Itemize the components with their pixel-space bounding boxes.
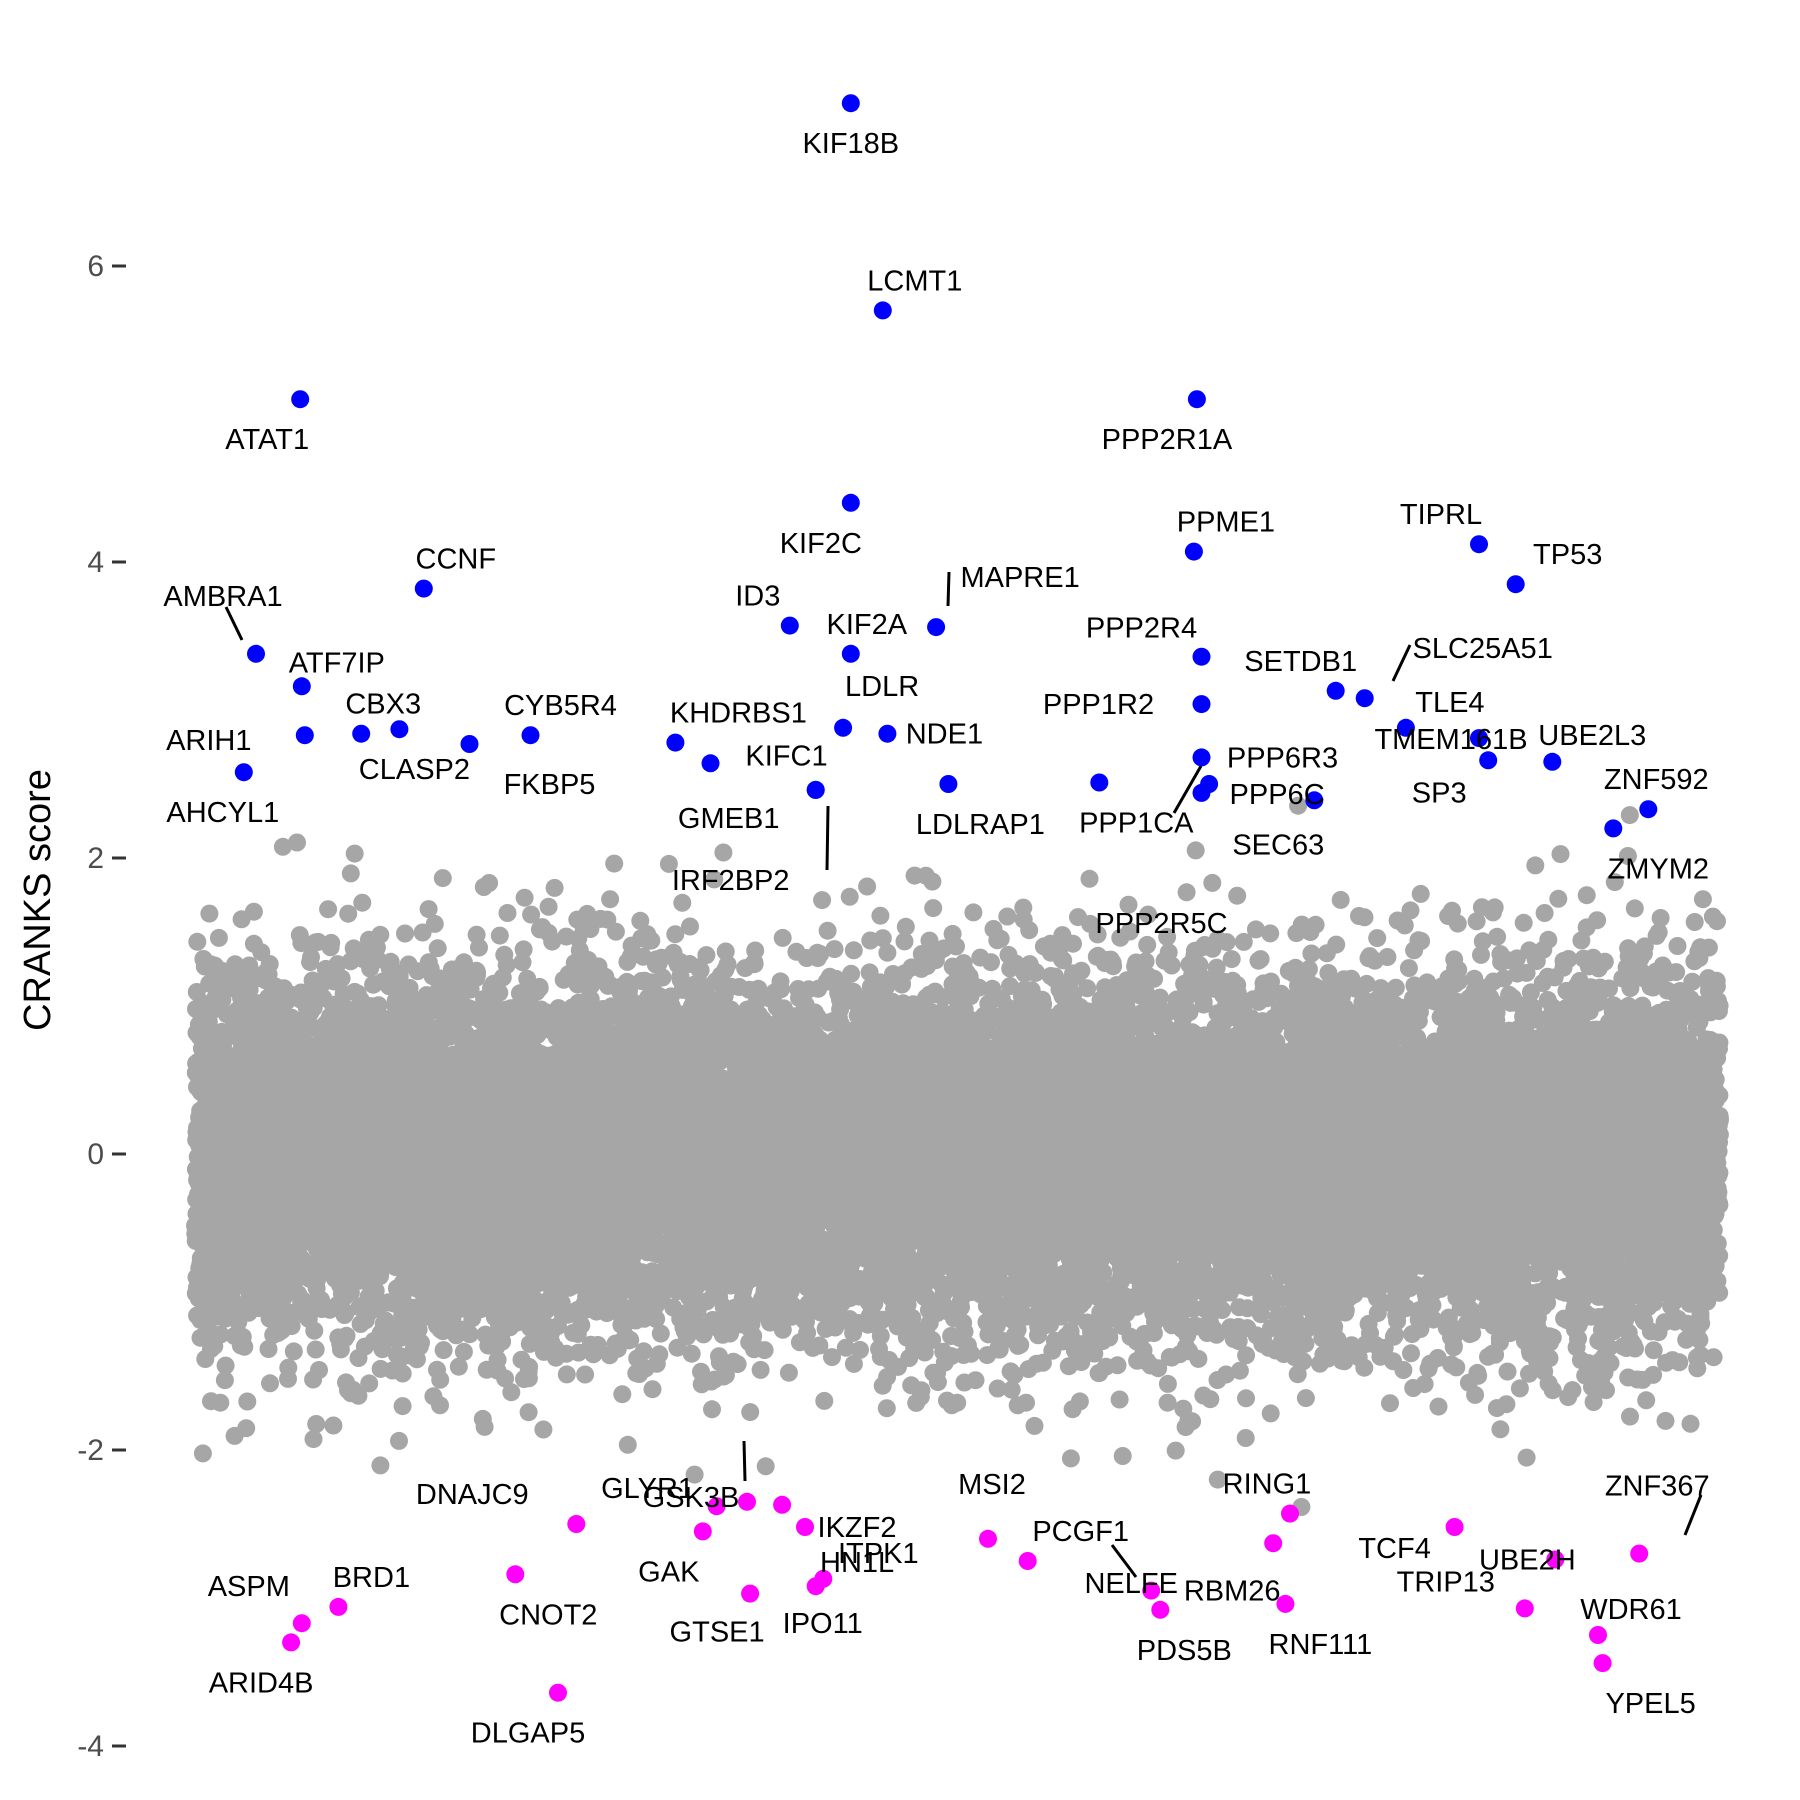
background-point (1656, 1411, 1675, 1430)
background-point (825, 940, 844, 959)
background-point (601, 890, 620, 909)
background-point (1549, 889, 1568, 908)
background-point (393, 1397, 412, 1416)
background-point (895, 932, 914, 951)
background-point (1158, 1393, 1177, 1412)
background-point (1139, 905, 1158, 924)
background-point (1526, 856, 1545, 875)
background-point (1651, 909, 1670, 927)
background-point (449, 1357, 468, 1376)
background-point (1166, 1441, 1185, 1460)
background-point (1649, 923, 1668, 942)
background-point (643, 1380, 662, 1399)
background-point (1289, 796, 1308, 815)
background-point (1644, 1341, 1663, 1360)
background-point (1381, 1394, 1399, 1413)
background-point (1621, 1407, 1639, 1426)
background-point (1429, 1397, 1448, 1416)
background-point (1577, 886, 1596, 905)
background-point (714, 843, 733, 862)
background-point (666, 925, 685, 944)
background-point (307, 1415, 326, 1433)
background-point (188, 932, 207, 951)
background-point (815, 1391, 834, 1410)
background-point (878, 943, 897, 962)
background-points (186, 796, 1729, 1516)
background-point (703, 1400, 721, 1419)
background-point (1620, 806, 1639, 825)
background-point (851, 1340, 869, 1359)
background-point (756, 1457, 775, 1476)
background-point (1230, 1361, 1249, 1380)
background-point (966, 1371, 985, 1390)
background-point (259, 1340, 278, 1358)
background-point (651, 1324, 670, 1343)
background-point (1222, 950, 1241, 969)
background-point (1228, 886, 1247, 905)
background-point (539, 897, 558, 916)
background-point (557, 1365, 576, 1384)
background-point (1517, 1448, 1536, 1467)
background-point (1514, 913, 1533, 932)
background-point (773, 928, 792, 947)
